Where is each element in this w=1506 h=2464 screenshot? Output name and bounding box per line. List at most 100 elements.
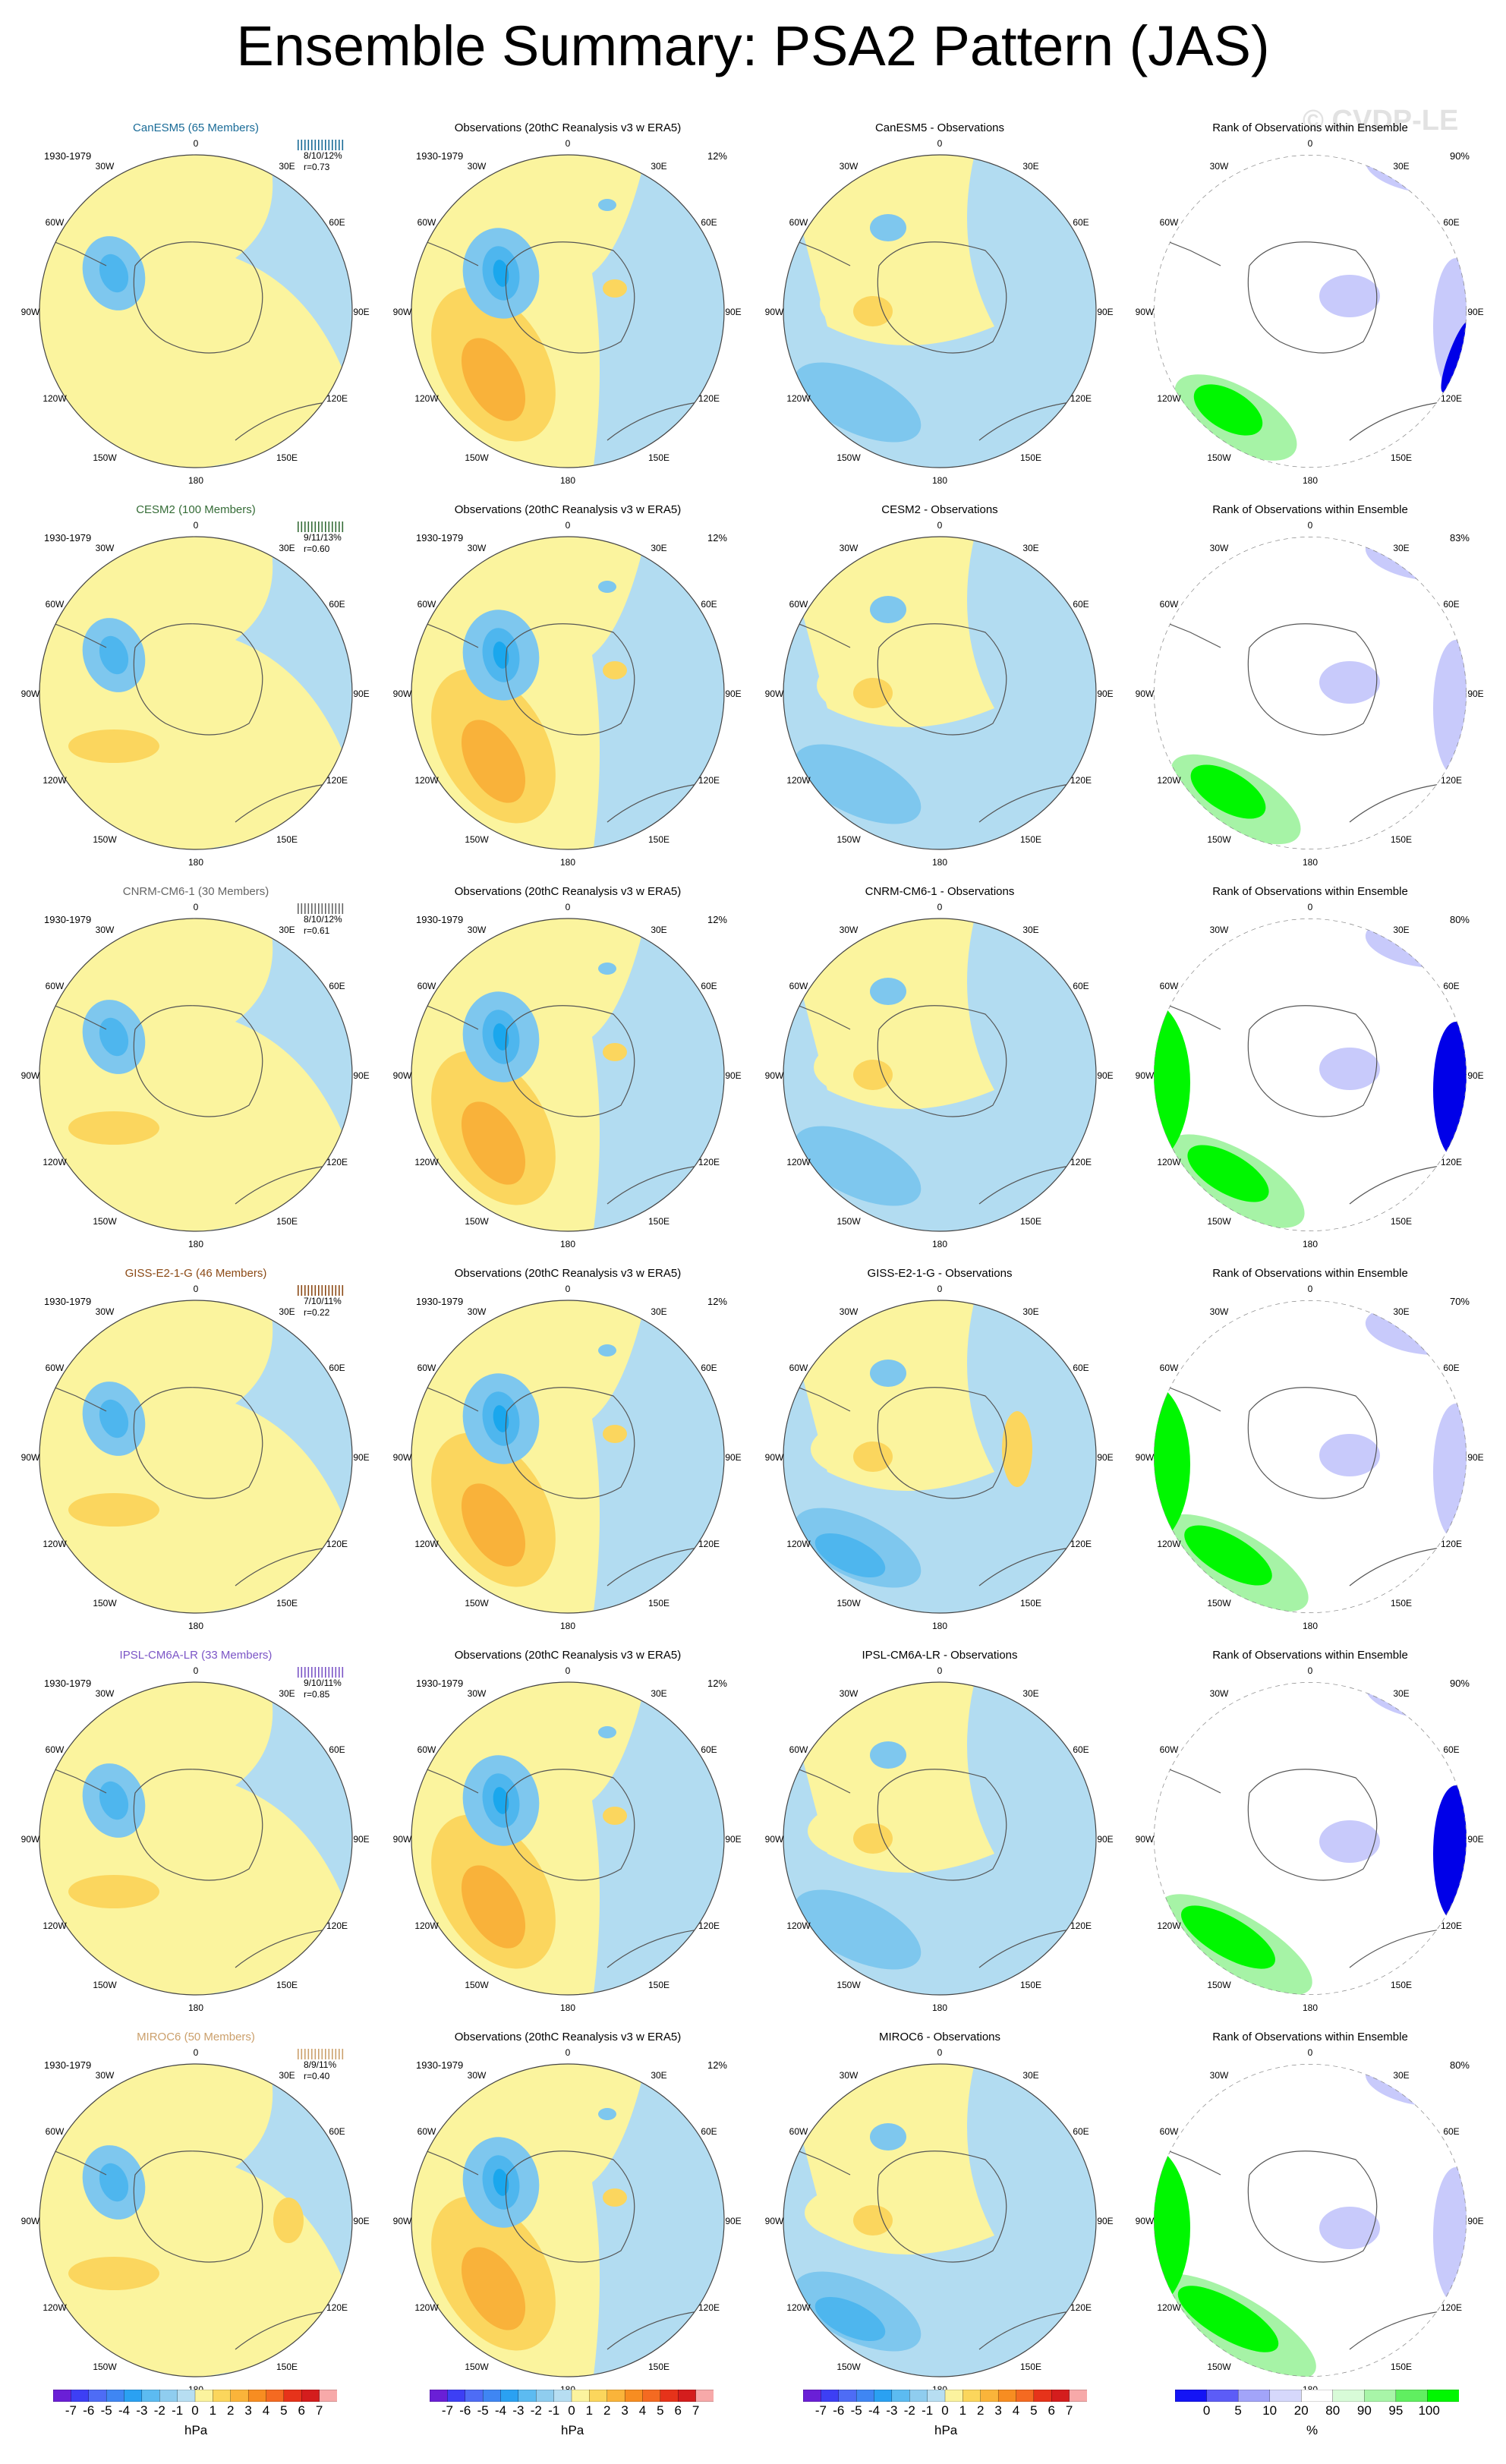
longitude-label: 90W <box>20 1452 40 1463</box>
longitude-label: 180 <box>1302 857 1319 868</box>
longitude-label: 180 <box>931 857 948 868</box>
rank-percent: 90% <box>1449 150 1470 162</box>
colorbar-swatch <box>855 2389 875 2403</box>
longitude-label: 90W <box>1135 1070 1155 1081</box>
spread-tick <box>321 521 323 532</box>
longitude-label: 180 <box>559 1239 576 1249</box>
longitude-label: 90E <box>353 2216 370 2226</box>
map-field <box>39 2064 352 2377</box>
spread-tick <box>311 1667 313 1678</box>
colorbar-swatch <box>1269 2389 1302 2403</box>
map-svg <box>1154 155 1467 468</box>
positive-anomaly <box>853 296 893 326</box>
spread-tick <box>304 1285 306 1296</box>
longitude-label: 0 <box>565 138 571 149</box>
longitude-label: 60E <box>1073 217 1089 228</box>
longitude-label: 120W <box>1157 775 1181 786</box>
longitude-label: 0 <box>565 1665 571 1676</box>
spread-tick <box>311 521 313 532</box>
colorbar-tick-label: 3 <box>621 2403 629 2418</box>
negative-anomaly <box>814 2296 886 2342</box>
longitude-label: 90W <box>20 2216 40 2226</box>
longitude-label: 120W <box>43 775 67 786</box>
longitude-label: 90W <box>392 688 412 699</box>
map-svg <box>39 1300 353 1614</box>
spread-tick <box>339 1667 340 1678</box>
longitude-label: 150E <box>276 1216 298 1227</box>
spread-tick <box>307 140 310 150</box>
longitude-label: 150E <box>1019 452 1042 463</box>
negative-anomaly <box>99 635 129 675</box>
rank-blob <box>1319 2207 1380 2249</box>
longitude-label: 120W <box>414 1539 439 1549</box>
longitude-label: 60E <box>1443 1744 1460 1755</box>
map-svg <box>411 536 725 850</box>
antarctica-coastline <box>1247 1005 1378 1117</box>
longitude-label: 60W <box>45 217 65 228</box>
colorbar-swatch <box>71 2389 90 2403</box>
spread-tick <box>298 1285 299 1296</box>
map-boundary <box>411 536 725 850</box>
longitude-label: 180 <box>187 1621 204 1631</box>
map-svg <box>1154 918 1467 1231</box>
colorbar-swatch <box>141 2389 160 2403</box>
spread-tick <box>301 2049 303 2059</box>
longitude-label: 150E <box>1390 1598 1413 1609</box>
positive-anomaly <box>68 729 159 763</box>
longitude-label: 150W <box>836 834 861 845</box>
panel-rank-row3: Rank of Observations within Ensemble 0 180… <box>1122 885 1498 1265</box>
rank-blob <box>1154 1381 1190 1548</box>
map-boundary <box>411 1681 725 1996</box>
longitude-label: 60E <box>1073 1744 1089 1755</box>
panel-obs-row1: Observations (20thC Reanalysis v3 w ERA5… <box>380 121 756 501</box>
positive-region <box>39 155 352 468</box>
longitude-label: 60E <box>1073 599 1089 610</box>
colorbar-swatch <box>589 2389 608 2403</box>
colorbar-tick-label: 3 <box>994 2403 1002 2418</box>
obs-title: Observations (20thC Reanalysis v3 w ERA5… <box>454 2031 682 2043</box>
period-label: 1930-1979 <box>416 2059 464 2071</box>
colorbar-unit: hPa <box>934 2423 958 2437</box>
antarctica-coastline <box>1247 623 1378 736</box>
colorbar-tick-label: 1 <box>209 2403 217 2418</box>
longitude-label: 60E <box>1443 1363 1460 1373</box>
panel-model-row6: MIROC6 (50 Members)018090W90E30W60W120W1… <box>8 2031 384 2410</box>
obs-percent: 12% <box>707 2059 727 2071</box>
stats-label: 9/10/11% r=0.85 <box>304 1678 342 1700</box>
model-title: CESM2 (100 Members) <box>136 503 256 516</box>
colorbar-swatch <box>1174 2389 1208 2403</box>
colorbar-tick-label: 6 <box>298 2403 305 2418</box>
longitude-label: 150E <box>647 2362 670 2372</box>
panel-rank-row1: Rank of Observations within Ensemble 0 180… <box>1122 121 1498 501</box>
colorbar-svg <box>802 2389 1088 2403</box>
antarctica-coastline <box>505 1387 635 1499</box>
map-boundary <box>39 1300 353 1614</box>
longitude-label: 150W <box>1207 1216 1231 1227</box>
longitude-label: 150W <box>836 452 861 463</box>
longitude-label: 30E <box>279 161 295 172</box>
longitude-label: 150W <box>93 834 117 845</box>
longitude-label: 30W <box>95 1688 115 1699</box>
panel-obs-row2: Observations (20thC Reanalysis v3 w ERA5… <box>380 503 756 883</box>
map-boundary <box>783 2063 1097 2377</box>
stats-label: 8/10/12% r=0.73 <box>304 150 342 173</box>
rank-title: Rank of Observations within Ensemble <box>1212 503 1408 516</box>
panel-obs-row3: Observations (20thC Reanalysis v3 w ERA5… <box>380 885 756 1265</box>
negative-anomaly <box>598 1344 616 1356</box>
longitude-label: 60E <box>1073 2126 1089 2137</box>
longitude-label: 60W <box>417 217 436 228</box>
antarctica-coastline <box>877 1769 1007 1881</box>
longitude-label: 180 <box>1302 1239 1319 1249</box>
ensemble-spread-ticks <box>298 1285 344 1296</box>
longitude-label: 60E <box>1073 981 1089 991</box>
rank-percent: 80% <box>1449 914 1470 925</box>
longitude-label: 30W <box>1209 543 1229 553</box>
longitude-label: 0 <box>937 138 943 149</box>
longitude-label: 30E <box>1393 925 1410 935</box>
longitude-label: 120E <box>326 393 348 404</box>
longitude-label: 120E <box>1070 1539 1092 1549</box>
map-svg <box>783 536 1097 850</box>
spread-tick <box>307 521 310 532</box>
stats-line: r=0.73 <box>304 162 330 172</box>
longitude-label: 150E <box>1019 2362 1042 2372</box>
